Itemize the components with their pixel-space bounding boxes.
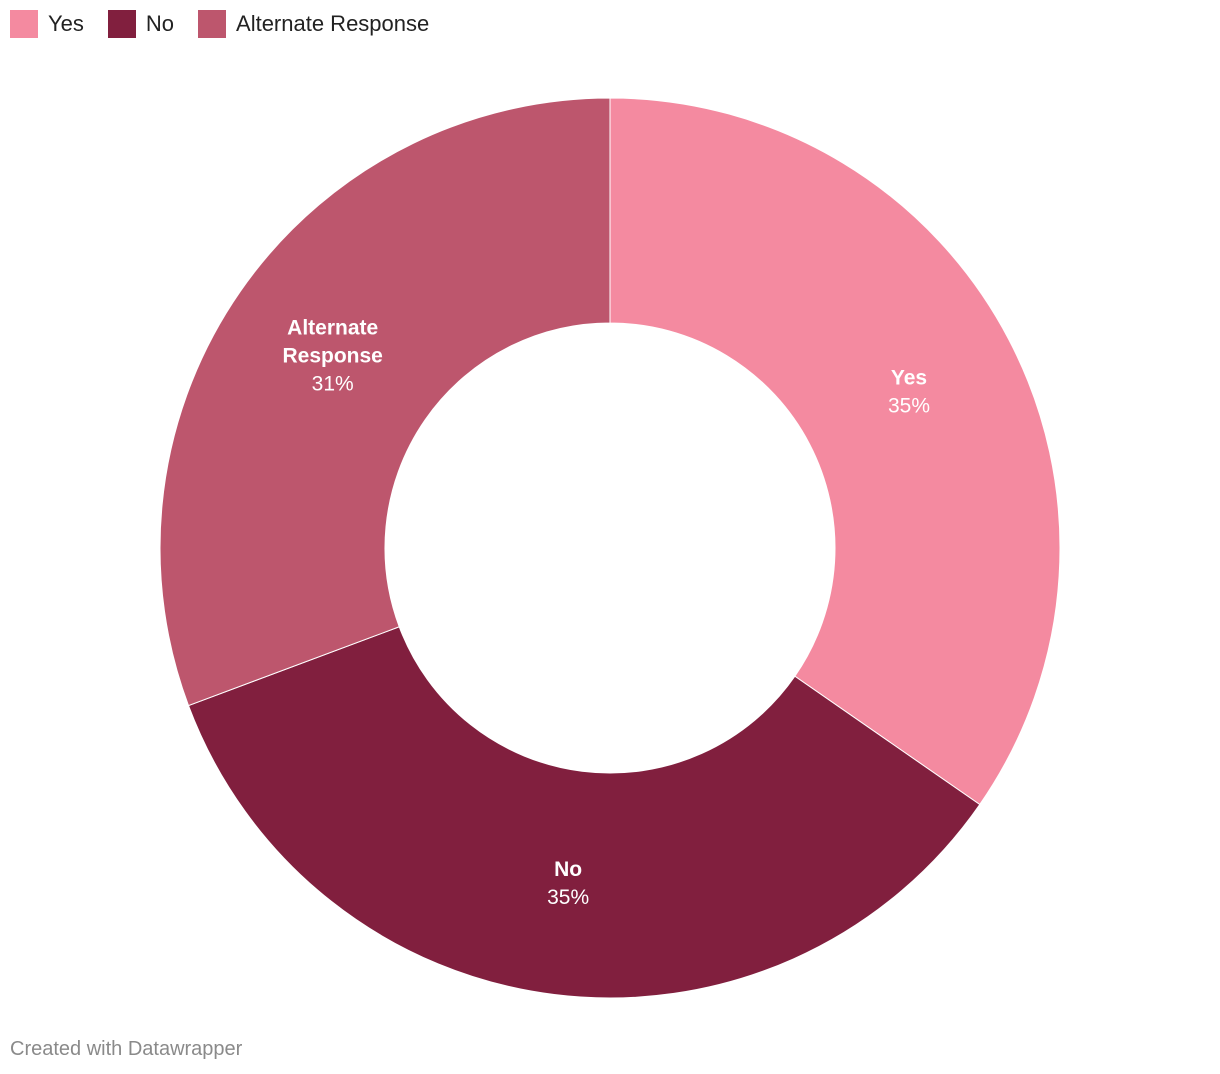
slice-alternate-response: [159, 97, 611, 707]
slice-label-alternate-response: Alternate Response 31%: [283, 317, 383, 396]
legend-label-no: No: [145, 11, 175, 36]
slice-value-yes: 35%: [888, 395, 930, 418]
legend-item-yes: Yes: [10, 10, 84, 38]
legend-item-no: No: [107, 10, 175, 38]
datawrapper-credit: Created with Datawrapper: [10, 1038, 243, 1060]
slice-label-no: No 35%: [547, 858, 589, 909]
legend-label-yes: Yes: [48, 11, 84, 36]
slice-no: [187, 626, 981, 999]
legend-label-alternate-response: Alternate Response: [236, 11, 430, 36]
slice-value-no: 35%: [547, 886, 589, 909]
slice-value-alternate-response: 31%: [312, 373, 354, 396]
legend-swatch-alternate-response: [198, 10, 227, 38]
donut-slices: [159, 97, 1061, 999]
legend-item-alternate-response: Alternate Response: [198, 10, 429, 38]
slice-label-yes: Yes 35%: [888, 367, 930, 418]
slice-labels: Yes 35% No 35% Alternate Response 31%: [283, 317, 931, 909]
legend-swatch-no: [107, 10, 136, 38]
chart-legend: Yes No Alternate Response: [10, 9, 453, 39]
legend-swatch-yes: [10, 10, 38, 38]
slice-yes: [609, 97, 1061, 806]
